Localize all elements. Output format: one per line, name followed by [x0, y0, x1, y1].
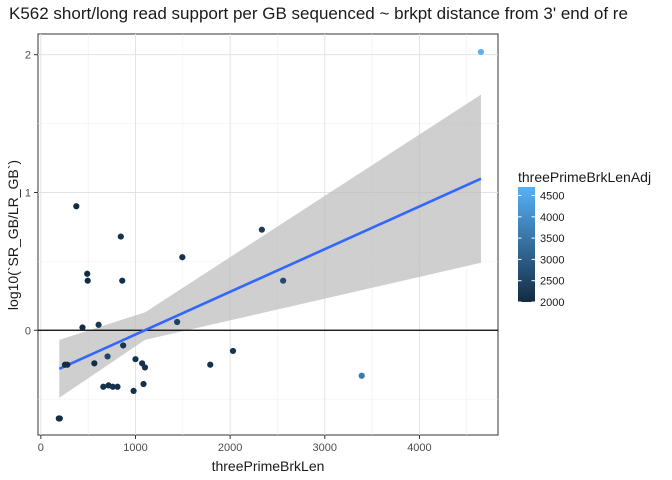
data-point — [79, 324, 86, 331]
data-point — [117, 233, 124, 240]
y-axis-title: log10(`SR_GB/LR_GB`) — [5, 160, 21, 310]
axes-layer: 0 1000 2000 3000 4000 0 1 2 — [25, 50, 432, 454]
x-axis-title: threePrimeBrkLen — [212, 458, 325, 474]
regression-line — [58, 177, 482, 371]
data-point — [100, 383, 107, 390]
y-tick-label: 0 — [25, 325, 31, 337]
data-point — [179, 254, 186, 261]
data-point — [120, 342, 127, 349]
legend-tick-label: 3500 — [540, 233, 564, 245]
data-point — [64, 361, 71, 368]
data-point — [130, 387, 137, 395]
data-point — [95, 321, 102, 328]
data-point — [91, 360, 98, 367]
data-point — [84, 277, 91, 284]
x-tick-label: 2000 — [218, 442, 242, 454]
y-tick-label: 2 — [25, 50, 31, 62]
legend-ticks: 2000 2500 3000 3500 4000 4500 — [518, 191, 564, 309]
legend-tick-label: 2000 — [540, 297, 564, 309]
data-point — [207, 361, 214, 368]
data-point — [84, 270, 91, 277]
data-point — [174, 318, 181, 326]
data-point — [280, 277, 287, 284]
data-point — [258, 226, 265, 233]
data-point — [132, 356, 139, 363]
data-point — [73, 203, 80, 210]
x-tick-label: 4000 — [407, 442, 431, 454]
legend: threePrimeBrkLenAdj 2000 2500 3000 3500 4000… — [518, 169, 651, 309]
legend-tick-label: 4000 — [540, 212, 564, 224]
y-tick-label: 1 — [25, 187, 31, 199]
legend-tick-label: 2500 — [540, 276, 564, 288]
legend-tick-label: 3000 — [540, 254, 564, 266]
chart-title: K562 short/long read support per GB sequ… — [9, 4, 628, 23]
fit-line-layer — [58, 177, 482, 371]
data-point — [119, 277, 126, 284]
data-point — [56, 415, 63, 422]
data-point — [229, 347, 237, 355]
x-tick-label: 3000 — [313, 442, 337, 454]
data-point — [104, 353, 111, 360]
legend-colorbar — [518, 187, 535, 302]
data-point — [477, 48, 485, 56]
data-point — [109, 383, 116, 390]
x-tick-label: 0 — [38, 442, 44, 454]
data-point — [140, 380, 147, 388]
data-point — [114, 383, 121, 390]
data-point — [358, 372, 365, 379]
points-layer — [55, 48, 485, 422]
legend-tick-label: 4500 — [540, 191, 564, 203]
x-tick-label: 1000 — [123, 442, 147, 454]
data-point — [141, 364, 149, 371]
legend-title: threePrimeBrkLenAdj — [518, 169, 651, 185]
